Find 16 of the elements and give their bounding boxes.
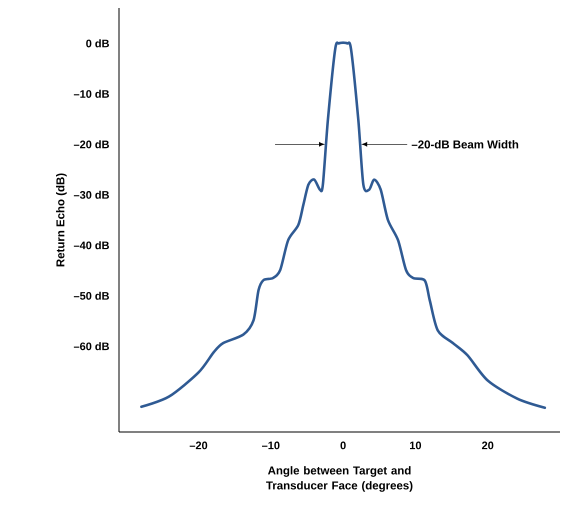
y-tick-label: –10 dB <box>74 90 109 98</box>
y-tick-label: –20 dB <box>74 140 109 148</box>
y-axis-title: Return Echo (dB) <box>56 173 67 266</box>
x-tick-label: –10 <box>262 442 280 450</box>
x-tick-label: 0 <box>340 442 346 450</box>
x-tick-label: –20 <box>190 442 208 450</box>
y-tick-label: –30 dB <box>74 190 109 199</box>
y-tick-label: 0 dB <box>86 39 109 48</box>
x-axis-title: Angle between Target and Transducer Face (degrees) <box>266 466 412 492</box>
annotation: –20-dB Beam Width <box>412 140 518 148</box>
y-tick-label: –40 dB <box>74 241 109 250</box>
x-tick-label: 20 <box>482 442 494 450</box>
y-tick-label: –50 dB <box>74 292 109 300</box>
y-tick-label: –60 dB <box>74 342 109 350</box>
x-tick-label: 10 <box>410 442 422 450</box>
line-series <box>140 42 546 410</box>
